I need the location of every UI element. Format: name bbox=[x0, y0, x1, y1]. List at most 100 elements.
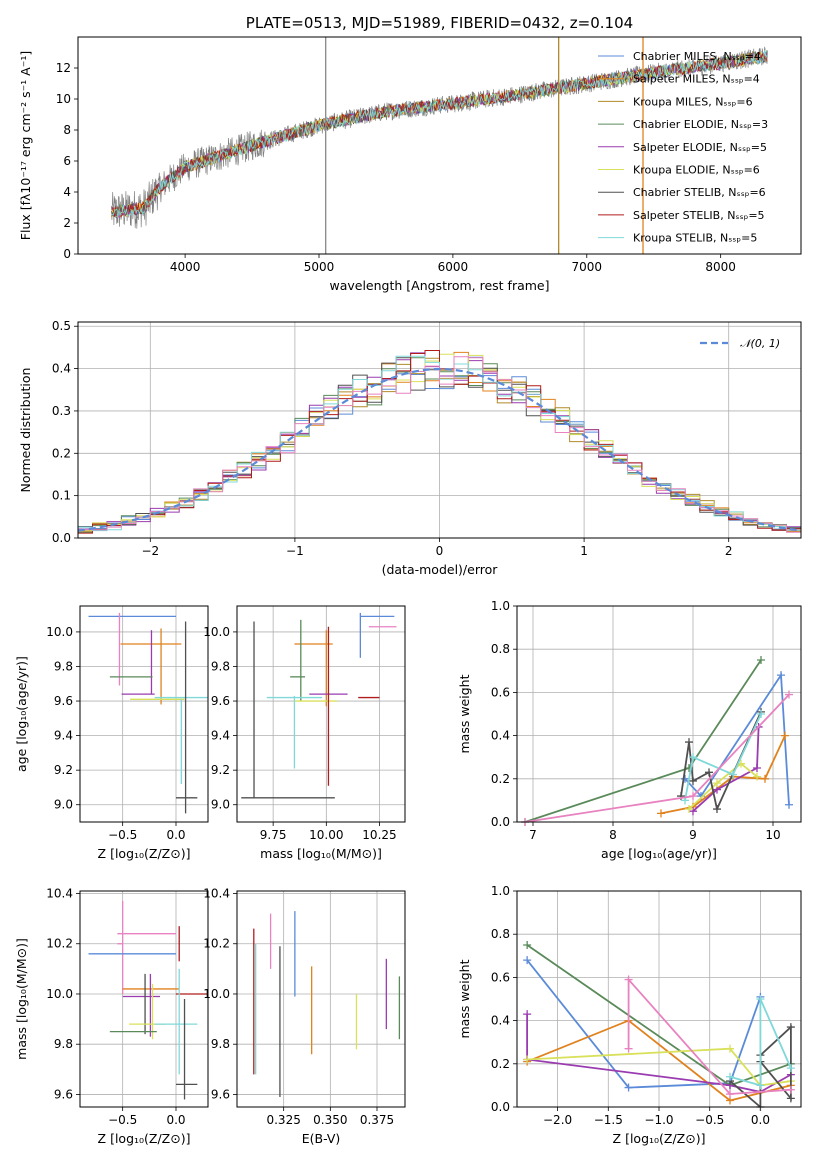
y-tick-label: 0.5 bbox=[52, 319, 71, 333]
legend-label: Chabrier MILES, Nₛₛₚ=4 bbox=[633, 50, 761, 63]
plus-marker bbox=[523, 941, 532, 949]
plus-marker bbox=[753, 772, 761, 781]
x-tick-label: 1 bbox=[580, 544, 588, 558]
x-tick-label: 8000 bbox=[705, 260, 736, 274]
errorbar-panel: −0.5 0.0 9.0 9.2 9.4 9.6 9.8 10.0 Z [log₁₀(Z/Z⊙)… bbox=[14, 605, 209, 861]
y-tick-label: 0.0 bbox=[52, 531, 71, 545]
y-tick-label: 0 bbox=[63, 247, 71, 261]
mass-weight-line bbox=[526, 959, 762, 1089]
plus-marker bbox=[757, 710, 765, 718]
x-tick-label: −2 bbox=[141, 544, 159, 558]
legend-label: Kroupa MILES, Nₛₛₚ=6 bbox=[633, 95, 753, 108]
legend-label: Salpeter ELODIE, Nₛₛₚ=5 bbox=[633, 141, 767, 154]
plus-marker bbox=[753, 764, 761, 772]
y-tick-label: 10.2 bbox=[46, 937, 73, 951]
legend-label: 𝒩(0, 1) bbox=[740, 337, 780, 350]
mass-weight-line bbox=[524, 693, 790, 822]
plus-marker bbox=[786, 1094, 795, 1103]
y-tick-label: 10.0 bbox=[46, 987, 73, 1001]
x-axis-label: wavelength [Angstrom, rest frame] bbox=[329, 278, 549, 293]
plus-marker bbox=[786, 1064, 795, 1073]
y-tick-label: 10.2 bbox=[203, 937, 230, 951]
x-axis-label: E(B-V) bbox=[302, 1131, 341, 1146]
y-tick-label: 12 bbox=[56, 61, 71, 75]
y-tick-label: 0.0 bbox=[491, 815, 510, 829]
y-tick-label: 0.8 bbox=[491, 642, 510, 656]
mass-weight-line bbox=[684, 672, 790, 805]
y-tick-label: 9.0 bbox=[54, 798, 73, 812]
plus-marker bbox=[785, 800, 793, 809]
x-tick-label: 9.75 bbox=[260, 828, 287, 842]
y-tick-label: 10.4 bbox=[46, 887, 73, 901]
axes-frame bbox=[79, 890, 209, 1108]
chart-title: PLATE=0513, MJD=51989, FIBERID=0432, z=0… bbox=[246, 14, 633, 32]
plus-marker bbox=[705, 768, 713, 777]
y-axis-label: mass [log₁₀(M/M⊙)] bbox=[14, 938, 29, 1060]
y-tick-label: 10 bbox=[56, 92, 71, 106]
histogram-series bbox=[78, 350, 801, 534]
x-tick-label: 10.00 bbox=[309, 828, 343, 842]
y-axis-label: Flux [fλ10⁻¹⁷ erg cm⁻² s⁻¹ A⁻¹] bbox=[18, 51, 33, 240]
plus-marker bbox=[523, 1010, 532, 1019]
normal-reference-curve bbox=[78, 367, 801, 532]
plus-marker bbox=[726, 1044, 734, 1053]
legend-label: Kroupa ELODIE, Nₛₛₚ=6 bbox=[633, 164, 760, 177]
x-tick-label: 0.325 bbox=[266, 1113, 300, 1127]
y-tick-label: 10.0 bbox=[46, 625, 73, 639]
plus-marker bbox=[689, 792, 697, 801]
x-tick-label: 0.375 bbox=[360, 1113, 394, 1127]
legend-label: Salpeter STELIB, Nₛₛₚ=5 bbox=[633, 209, 765, 222]
x-tick-label: 8 bbox=[609, 828, 617, 842]
x-tick-label: −0.5 bbox=[108, 828, 137, 842]
y-tick-label: 9.8 bbox=[54, 659, 73, 673]
plus-marker bbox=[685, 805, 693, 814]
y-tick-label: 0.3 bbox=[52, 404, 71, 418]
y-tick-label: 9.8 bbox=[211, 1037, 230, 1051]
mass-weight-line bbox=[627, 977, 791, 1095]
plus-marker bbox=[729, 770, 737, 779]
plus-marker bbox=[523, 1055, 532, 1064]
model-spectrum-line bbox=[111, 49, 768, 218]
x-tick-label: 5000 bbox=[304, 260, 335, 274]
plus-marker bbox=[761, 774, 769, 783]
x-tick-label: 6000 bbox=[438, 260, 469, 274]
plus-marker bbox=[624, 1044, 633, 1053]
y-tick-label: 4 bbox=[63, 185, 71, 199]
plus-marker bbox=[756, 1081, 765, 1090]
x-tick-label: 0.0 bbox=[166, 828, 185, 842]
x-tick-label: 10 bbox=[765, 828, 780, 842]
x-axis-label: age [log₁₀(age/yr)] bbox=[601, 846, 717, 861]
axes-frame bbox=[516, 605, 802, 823]
spectrum-panel: 4000 5000 6000 7000 8000 0 2 4 6 8 10 12 wavelength … bbox=[18, 14, 802, 293]
y-axis-label: mass weight bbox=[457, 674, 472, 753]
y-tick-label: 10.0 bbox=[203, 987, 230, 1001]
axes-frame bbox=[236, 605, 406, 823]
y-tick-label: 9.8 bbox=[54, 1037, 73, 1051]
plus-marker bbox=[523, 956, 532, 965]
mass-weight-panel: −2.0 −1.5 −1.0 −0.5 0.0 0.0 0.2 0.4 0.6 0.8 1.0 Z [… bbox=[457, 884, 802, 1146]
y-tick-label: 0.4 bbox=[491, 1014, 510, 1028]
x-axis-label: Z [log₁₀(Z/Z⊙)] bbox=[613, 1131, 706, 1146]
y-tick-label: 0.2 bbox=[491, 772, 510, 786]
axes-frame bbox=[77, 36, 802, 255]
plus-marker bbox=[689, 776, 697, 785]
axes-frame bbox=[516, 890, 802, 1108]
plus-marker bbox=[777, 671, 785, 680]
x-axis-label: Z [log₁₀(Z/Z⊙)] bbox=[98, 1131, 191, 1146]
x-tick-label: 0.0 bbox=[751, 1113, 770, 1127]
x-tick-label: −0.5 bbox=[695, 1113, 724, 1127]
x-tick-label: −1.0 bbox=[644, 1113, 673, 1127]
model-spectrum-line bbox=[111, 51, 768, 218]
y-tick-label: 0.6 bbox=[491, 685, 510, 699]
x-tick-label: 7000 bbox=[572, 260, 603, 274]
plus-marker bbox=[786, 1023, 795, 1032]
plus-marker bbox=[757, 656, 765, 664]
mass-weight-line bbox=[660, 735, 786, 815]
plus-marker bbox=[785, 690, 793, 699]
y-tick-label: 1.0 bbox=[491, 599, 510, 613]
y-axis-label: mass weight bbox=[457, 959, 472, 1038]
histogram-series bbox=[78, 356, 801, 533]
y-tick-label: 10.0 bbox=[203, 625, 230, 639]
x-tick-label: −1 bbox=[286, 544, 304, 558]
errorbar-panel: −0.5 0.0 9.6 9.8 10.0 10.2 10.4 Z [log₁₀(Z/Z⊙)]… bbox=[14, 887, 209, 1146]
